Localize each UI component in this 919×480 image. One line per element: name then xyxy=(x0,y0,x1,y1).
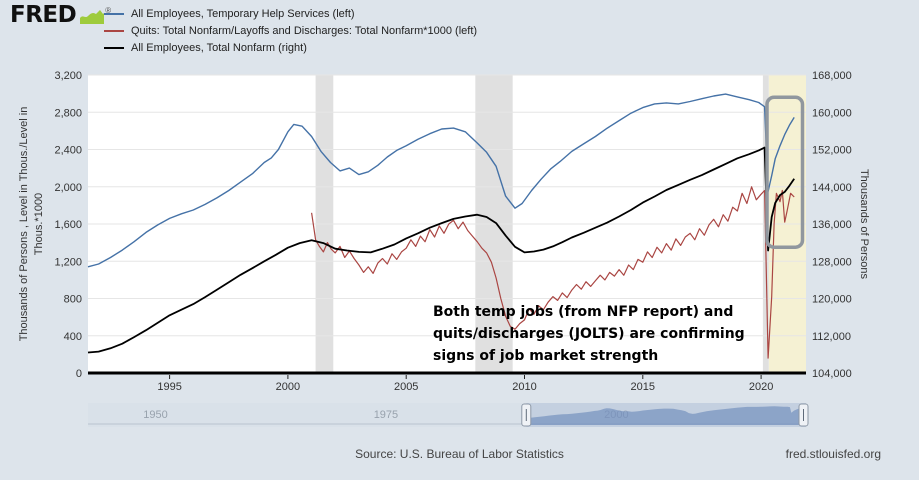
left-axis-title: Thousands of Persons , Level in Thous./L… xyxy=(18,107,30,342)
left-axis-tick-label: 400 xyxy=(64,331,82,343)
left-axis-tick-label: 2,400 xyxy=(54,145,82,157)
right-axis-tick-label: 120,000 xyxy=(812,294,852,306)
left-axis-tick-label: 1,200 xyxy=(54,256,82,268)
x-axis-line xyxy=(88,371,806,375)
left-axis-tick-label: 800 xyxy=(64,294,82,306)
legend-swatch-red xyxy=(104,29,124,32)
legend-item-quits-layoffs[interactable]: Quits: Total Nonfarm/Layoffs and Dischar… xyxy=(104,22,477,39)
right-axis-tick-label: 128,000 xyxy=(812,256,852,268)
total-nonfarm-line[interactable] xyxy=(87,146,795,354)
slider-year-label: 1950 xyxy=(143,409,167,421)
fred-logo[interactable]: FRED ® xyxy=(10,3,111,30)
right-axis-tick-label: 168,000 xyxy=(812,70,852,82)
slider-handle-left[interactable] xyxy=(521,403,532,427)
temp-help-line[interactable] xyxy=(87,93,795,268)
recent-data-highlight-box xyxy=(765,95,805,249)
legend-label[interactable]: Quits: Total Nonfarm/Layoffs and Dischar… xyxy=(131,24,478,37)
fred-site-link[interactable]: fred.stlouisfed.org xyxy=(785,447,881,461)
x-axis-tick-label: 2010 xyxy=(512,381,536,393)
x-axis-tick-label: 2000 xyxy=(276,381,300,393)
quits-layoffs-line[interactable] xyxy=(311,186,795,359)
x-axis-tick-label: 2020 xyxy=(749,381,773,393)
left-axis-tick-label: 3,200 xyxy=(54,70,82,82)
annotation-text: quits/discharges (JOLTS) are confirming xyxy=(433,326,745,342)
annotation-text: Both temp jobs (from NFP report) and xyxy=(433,304,733,320)
x-axis-tick-label: 2005 xyxy=(394,381,418,393)
legend-item-temp-help[interactable]: All Employees, Temporary Help Services (… xyxy=(104,5,477,22)
slider-handle-right[interactable] xyxy=(798,403,809,427)
right-axis-title: Thousands of Persons xyxy=(858,169,870,280)
right-axis-tick-label: 104,000 xyxy=(812,368,852,380)
x-axis-tick-label: 1995 xyxy=(157,381,181,393)
right-axis-tick-label: 144,000 xyxy=(812,182,852,194)
source-attribution: Source: U.S. Bureau of Labor Statistics xyxy=(355,447,564,461)
left-axis-tick-label: 1,600 xyxy=(54,219,82,231)
x-axis-tick-label: 2015 xyxy=(631,381,655,393)
right-axis-tick-label: 152,000 xyxy=(812,145,852,157)
legend-item-total-nonfarm[interactable]: All Employees, Total Nonfarm (right) xyxy=(104,39,477,56)
slider-area-chart xyxy=(526,406,806,425)
left-axis-tick-label: 2,000 xyxy=(54,182,82,194)
legend-label[interactable]: All Employees, Total Nonfarm (right) xyxy=(131,41,307,54)
left-axis-tick-label: 0 xyxy=(76,368,82,380)
right-axis-tick-label: 136,000 xyxy=(812,219,852,231)
legend: All Employees, Temporary Help Services (… xyxy=(104,5,477,56)
right-axis-tick-label: 160,000 xyxy=(812,107,852,119)
fred-logo-text: FRED xyxy=(10,2,77,28)
left-axis-tick-label: 2,800 xyxy=(54,107,82,119)
slider-year-label: 1975 xyxy=(374,409,398,421)
fred-sparkline-icon xyxy=(79,8,105,30)
registered-mark: ® xyxy=(105,6,112,15)
left-axis-title-line2: Thous.*1000 xyxy=(33,193,45,255)
legend-label[interactable]: All Employees, Temporary Help Services (… xyxy=(131,7,355,20)
legend-swatch-black xyxy=(104,46,124,49)
legend-swatch-blue xyxy=(104,12,124,15)
right-axis-tick-label: 112,000 xyxy=(812,331,851,343)
annotation-text: signs of job market strength xyxy=(433,348,658,364)
